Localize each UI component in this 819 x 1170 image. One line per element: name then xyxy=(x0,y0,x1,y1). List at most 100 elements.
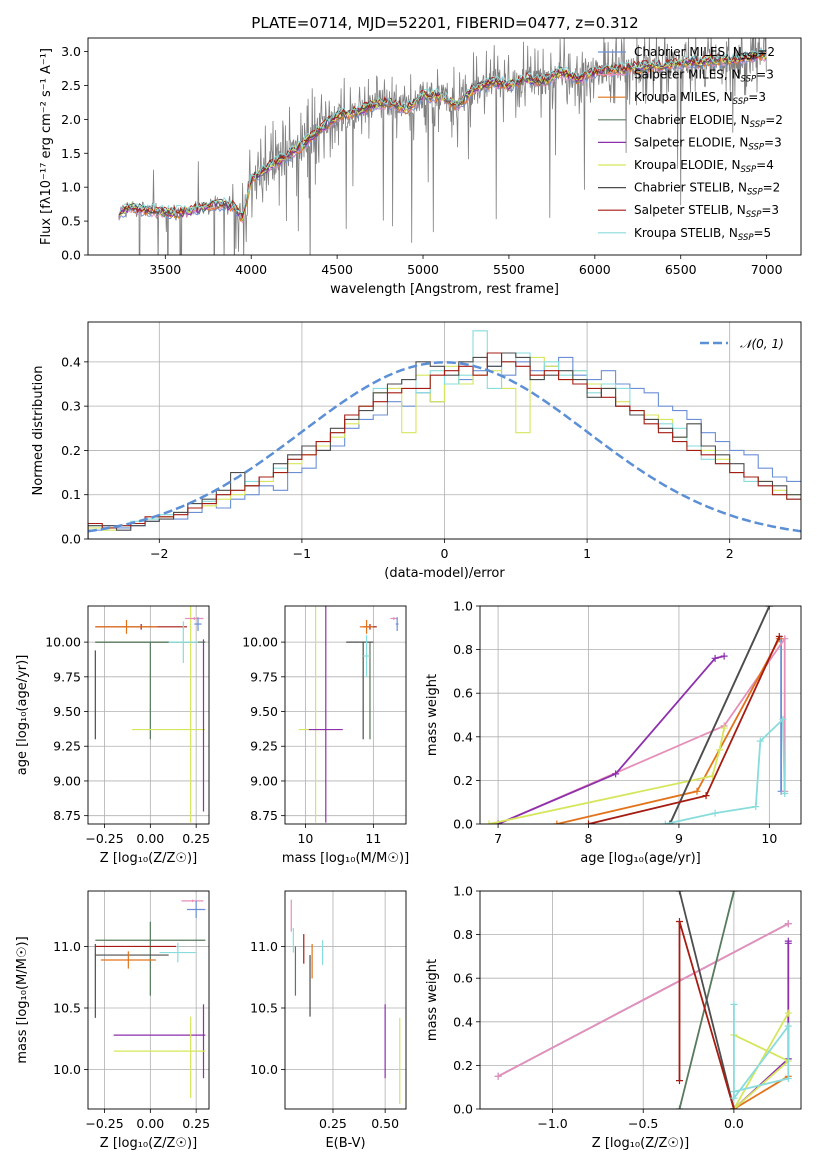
y-tick-label: 1.0 xyxy=(453,884,473,899)
axes-frame xyxy=(87,605,210,825)
weight-line-kroupa-miles xyxy=(556,638,781,824)
weight-marker xyxy=(675,918,683,926)
y-tick-label: 10.0 xyxy=(250,1062,278,1077)
weight-line-salpeter-miles xyxy=(497,922,789,1078)
x-tick-label: 5500 xyxy=(493,262,525,277)
y-tick-label: 0.6 xyxy=(453,686,473,701)
weight-marker xyxy=(730,1094,738,1102)
y-tick-label: 9.25 xyxy=(53,739,81,754)
plot-area xyxy=(94,606,206,823)
y-tick-label: 3.0 xyxy=(61,44,81,59)
weight-marker xyxy=(784,1022,792,1030)
x-tick-label: 6000 xyxy=(579,262,611,277)
x-axis-label: age [log₁₀(age/yr)] xyxy=(580,851,701,866)
axes-frame xyxy=(284,890,407,1110)
weight-marker xyxy=(693,787,701,795)
axes-mass-weight-vs-age: 7 8 9 10 0.0 0.2 0.4 0.6 0.8 1.0 age [log₁₀(age/yr… xyxy=(425,599,802,866)
axes-residuals: −2 −1 0 1 2 0.0 0.1 0.2 0.3 0.4 (data-model)/error… xyxy=(31,321,802,581)
x-tick-label: 8 xyxy=(585,831,593,846)
legend-label: Salpeter STELIB, NSSP=3 xyxy=(634,203,779,220)
y-tick-label: 9.50 xyxy=(250,704,278,719)
weight-marker xyxy=(720,652,728,660)
weight-marker xyxy=(784,1074,792,1082)
y-tick-label: 9.25 xyxy=(250,739,278,754)
legend-label: Kroupa STELIB, NSSP=5 xyxy=(634,226,771,243)
x-tick-label: −0.25 xyxy=(85,1116,123,1131)
y-tick-label: 2.0 xyxy=(61,112,81,127)
weight-marker xyxy=(784,920,792,928)
weight-marker xyxy=(752,803,760,811)
y-tick-label: 8.75 xyxy=(53,808,81,823)
x-tick-label: 3500 xyxy=(149,262,181,277)
plot-area xyxy=(298,606,399,823)
y-tick-label: 9.00 xyxy=(250,773,278,788)
plot-area xyxy=(485,606,789,824)
x-axis-label: wavelength [Angstrom, rest frame] xyxy=(330,282,559,297)
weight-marker xyxy=(711,654,719,662)
weight-line-kroupa-stelib xyxy=(665,717,786,824)
legend-label: Kroupa MILES, NSSP=3 xyxy=(634,90,766,107)
x-tick-label: 11 xyxy=(365,831,381,846)
x-tick-label: 7000 xyxy=(751,262,783,277)
weight-marker xyxy=(675,891,683,895)
weight-marker xyxy=(756,737,764,745)
x-tick-label: 0.25 xyxy=(182,831,210,846)
x-axis-label: Z [log₁₀(Z/Z☉)] xyxy=(100,851,197,866)
axes-mass-weight-vs-Z: −1.0 −0.5 0.0 0.0 0.2 0.4 0.6 0.8 1.0 Z [log₁₀(Z/… xyxy=(425,884,802,1151)
weight-marker xyxy=(675,1105,683,1109)
weight-marker xyxy=(784,937,792,945)
axes-age-vs-mass: 10 11 8.75 9.00 9.25 9.50 9.75 10.00 mass [log₁₀… xyxy=(242,605,409,866)
weight-line-salpeter-elodie xyxy=(497,655,725,824)
spectrum-legend: Chabrier MILES, NSSP=2 Salpeter MILES, NS… xyxy=(598,45,783,243)
y-tick-label: 2.5 xyxy=(61,78,81,93)
weight-line-chabrier-stelib xyxy=(678,891,735,1109)
y-tick-label: 0.2 xyxy=(453,773,473,788)
axes-mass-vs-Z: −0.25 0.00 0.25 10.0 10.5 11.0 Z [log₁₀(Z/Z☉)]… xyxy=(15,890,210,1151)
y-tick-label: 9.50 xyxy=(53,704,81,719)
weight-marker xyxy=(784,1009,792,1017)
plot-area xyxy=(94,899,206,1098)
legend-label: Chabrier STELIB, NSSP=2 xyxy=(634,181,780,198)
axes-frame xyxy=(87,890,210,1110)
grid xyxy=(285,891,406,1109)
y-tick-label: 1.5 xyxy=(61,146,81,161)
weight-marker xyxy=(779,715,787,723)
weight-marker xyxy=(781,789,789,797)
y-tick-label: 0.3 xyxy=(61,399,81,414)
y-tick-label: 11.0 xyxy=(53,939,81,954)
weight-line-chabrier-stelib xyxy=(669,606,771,824)
x-axis-label: E(B-V) xyxy=(325,1136,365,1151)
x-tick-label: 2 xyxy=(726,546,734,561)
axes-frame xyxy=(479,890,802,1110)
weight-marker xyxy=(730,1105,738,1109)
y-tick-label: 10.0 xyxy=(53,1062,81,1077)
x-tick-label: 0.00 xyxy=(136,1116,164,1131)
y-tick-label: 0.2 xyxy=(61,443,81,458)
legend-label: 𝒩(0, 1) xyxy=(740,337,784,351)
weight-marker xyxy=(553,820,561,824)
weight-marker xyxy=(720,724,728,732)
y-axis-label: age [log₁₀(age/yr)] xyxy=(15,655,30,776)
y-tick-label: 0.0 xyxy=(453,817,473,832)
x-tick-label: 0.50 xyxy=(371,1116,399,1131)
histogram-salpeter-stelib xyxy=(88,352,801,539)
axes-age-vs-Z: −0.25 0.00 0.25 8.75 9.00 9.25 9.50 9.75 10.00 Z … xyxy=(15,605,210,866)
weight-marker xyxy=(716,746,724,754)
plot-area xyxy=(290,899,401,1105)
weight-marker xyxy=(661,820,669,824)
x-tick-label: −1.0 xyxy=(537,1116,567,1131)
residual-legend: 𝒩(0, 1) xyxy=(700,337,784,351)
grid xyxy=(88,322,801,540)
y-tick-label: 10.5 xyxy=(250,1001,278,1016)
y-tick-label: 0.0 xyxy=(61,532,81,547)
x-tick-label: 5000 xyxy=(407,262,439,277)
x-tick-label: 10 xyxy=(297,831,313,846)
normal-curve-line xyxy=(88,361,801,533)
legend-label: Chabrier ELODIE, NSSP=2 xyxy=(634,113,783,130)
plot-area xyxy=(88,330,801,539)
weight-marker xyxy=(730,891,738,895)
y-tick-label: 0.0 xyxy=(61,248,81,263)
axes-frame xyxy=(87,37,802,256)
y-tick-label: 8.75 xyxy=(250,808,278,823)
